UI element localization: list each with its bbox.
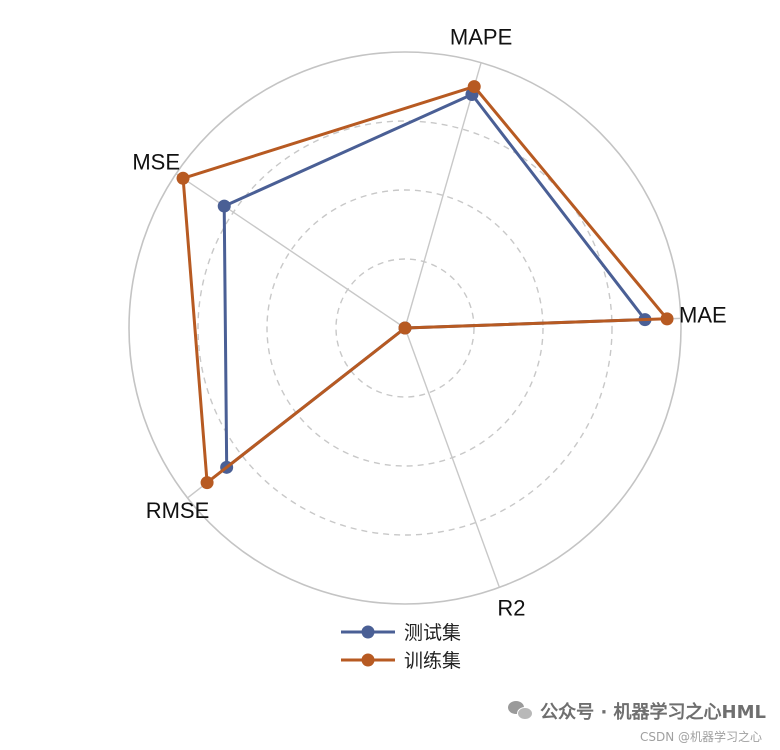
- legend-item-2: 训练集: [341, 650, 461, 672]
- point-r2-series-2: [398, 321, 412, 335]
- grid-ring-3: [197, 120, 613, 536]
- axis-label-mape: MAPE: [450, 25, 512, 50]
- series-2: [176, 80, 674, 490]
- legend-label-2: 训练集: [404, 650, 461, 672]
- spoke-r2: [404, 327, 501, 588]
- legend-label-1: 测试集: [404, 622, 461, 644]
- axis-label-mae: MAE: [679, 302, 727, 327]
- axis-label-rmse: RMSE: [146, 498, 210, 523]
- point-mse-series-1: [217, 199, 231, 213]
- watermark-text: 公众号 · 机器学习之心HML: [540, 702, 766, 723]
- axis-labels: MAE MAPE MSE RMSE R2: [132, 25, 726, 621]
- grid-ring-2: [266, 189, 544, 467]
- series-line-1: [222, 93, 647, 469]
- watermark: 公众号 · 机器学习之心HML: [508, 698, 766, 724]
- legend-item-1: 测试集: [341, 622, 461, 644]
- series-line-2: [181, 85, 669, 485]
- legend-marker-1: [361, 625, 375, 639]
- credit-text: CSDN @机器学习之心: [639, 730, 762, 744]
- spoke-mape: [404, 62, 482, 329]
- point-rmse-series-2: [200, 476, 214, 490]
- point-mae-series-2: [660, 312, 674, 326]
- point-mse-series-2: [176, 171, 190, 185]
- point-mape-series-2: [467, 80, 481, 94]
- radar-series: [176, 80, 674, 490]
- axis-label-r2: R2: [497, 595, 525, 620]
- wechat-icon: [508, 701, 534, 721]
- legend-marker-2: [361, 653, 375, 667]
- axis-label-mse: MSE: [132, 150, 180, 175]
- outer-ring: [128, 51, 682, 605]
- grid-ring-1: [335, 258, 475, 398]
- spoke-mse: [175, 173, 406, 329]
